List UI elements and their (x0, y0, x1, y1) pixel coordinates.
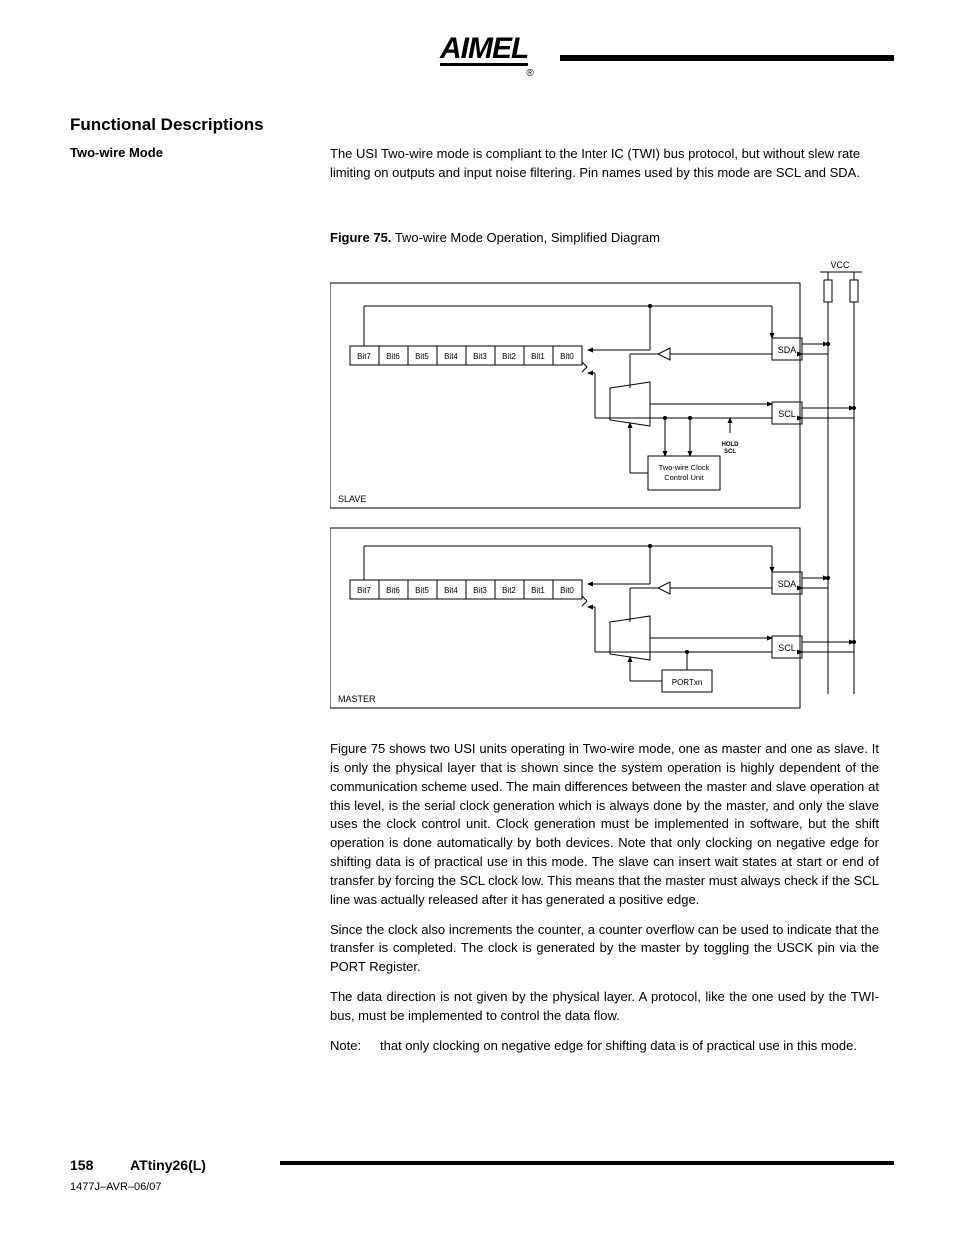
svg-text:HOLD: HOLD (722, 442, 740, 448)
svg-text:SCL: SCL (724, 449, 736, 455)
logo-text: AIMEL (440, 35, 528, 66)
master-shift-register: Bit7 Bit6 Bit5 Bit4 Bit3 Bit2 Bit1 Bit0 (350, 580, 587, 606)
subsection-heading: Two-wire Mode (70, 145, 163, 160)
body-text: Figure 75 shows two USI units operating … (330, 740, 879, 1056)
svg-text:Bit3: Bit3 (473, 586, 487, 595)
footer-rule (280, 1161, 894, 1165)
intro-paragraph: The USI Two-wire mode is compliant to th… (330, 145, 879, 183)
svg-text:Bit7: Bit7 (357, 352, 371, 361)
master-box (330, 528, 800, 708)
note-label: Note: (330, 1037, 380, 1056)
doc-title: ATtiny26(L) (130, 1157, 206, 1173)
body-paragraph-3: The data direction is not given by the p… (330, 988, 879, 1026)
slave-label: SLAVE (338, 494, 366, 504)
section-heading: Functional Descriptions (70, 115, 264, 135)
figure-caption: Figure 75. Two-wire Mode Operation, Simp… (330, 230, 660, 245)
note-row: Note: that only clocking on negative edg… (330, 1037, 879, 1056)
atmel-logo: AIMEL® (440, 35, 536, 66)
figure-caption-label: Figure 75. (330, 230, 391, 245)
svg-text:Bit0: Bit0 (560, 352, 574, 361)
svg-text:Bit4: Bit4 (444, 586, 458, 595)
doc-id: 1477J–AVR–06/07 (70, 1181, 162, 1193)
master-scl-label: SCL (778, 643, 796, 653)
page-number: 158 (70, 1157, 93, 1173)
svg-text:Bit5: Bit5 (415, 586, 429, 595)
svg-text:Bit0: Bit0 (560, 586, 574, 595)
logo-registered: ® (526, 68, 533, 79)
svg-text:Control Unit: Control Unit (664, 473, 705, 482)
svg-text:Bit1: Bit1 (531, 352, 545, 361)
slave-sda-label: SDA (778, 345, 797, 355)
svg-text:Two-wire Clock: Two-wire Clock (659, 463, 710, 472)
svg-text:Bit2: Bit2 (502, 586, 516, 595)
svg-text:Bit2: Bit2 (502, 352, 516, 361)
svg-text:Bit5: Bit5 (415, 352, 429, 361)
note-text: that only clocking on negative edge for … (380, 1037, 879, 1056)
svg-text:Bit1: Bit1 (531, 586, 545, 595)
svg-text:Bit6: Bit6 (386, 352, 400, 361)
body-paragraph-2: Since the clock also increments the coun… (330, 921, 879, 978)
master-label: MASTER (338, 694, 376, 704)
master-sda-label: SDA (778, 579, 797, 589)
slave-scl-label: SCL (778, 409, 796, 419)
portxn-label: PORTxn (672, 678, 703, 687)
vcc-label: VCC (830, 260, 850, 270)
svg-text:Bit7: Bit7 (357, 586, 371, 595)
header-rule (560, 55, 894, 61)
slave-box (330, 283, 800, 508)
figure-caption-text: Two-wire Mode Operation, Simplified Diag… (395, 230, 660, 245)
svg-text:Bit4: Bit4 (444, 352, 458, 361)
svg-text:Bit3: Bit3 (473, 352, 487, 361)
slave-shift-register: Bit7 Bit6 Bit5 Bit4 Bit3 Bit2 Bit1 Bit0 (350, 346, 587, 372)
body-paragraph-1: Figure 75 shows two USI units operating … (330, 740, 879, 910)
figure-diagram: VCC SLAVE SDA SCL (330, 258, 880, 728)
svg-text:Bit6: Bit6 (386, 586, 400, 595)
